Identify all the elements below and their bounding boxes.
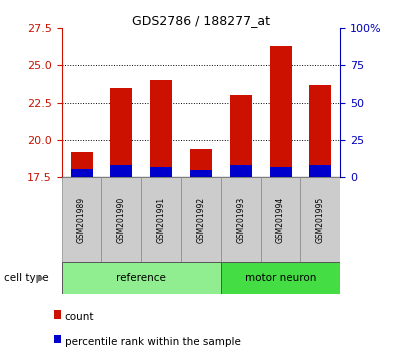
Title: GDS2786 / 188277_at: GDS2786 / 188277_at [132,14,270,27]
Text: cell type: cell type [4,273,49,283]
Text: GSM201995: GSM201995 [316,196,325,242]
Text: percentile rank within the sample: percentile rank within the sample [65,337,241,347]
Bar [230,95,252,177]
Bar [270,46,291,177]
Bar [150,80,172,177]
Bar [310,165,332,177]
Bar [150,167,172,177]
Bar [111,165,132,177]
Bar [71,169,92,177]
Bar [101,177,141,262]
Bar [62,177,101,262]
Bar [310,85,332,177]
Text: GSM201991: GSM201991 [157,196,166,242]
Bar [270,167,291,177]
Bar [261,177,300,262]
Text: GSM201993: GSM201993 [236,196,245,242]
Bar [300,177,340,262]
Text: GSM201990: GSM201990 [117,196,126,242]
Bar [221,177,261,262]
Bar [62,262,221,294]
Text: reference: reference [116,273,166,283]
Bar [190,149,212,177]
Bar [71,152,92,177]
Text: GSM201989: GSM201989 [77,196,86,242]
Bar [181,177,221,262]
Bar [230,165,252,177]
Text: GSM201994: GSM201994 [276,196,285,242]
Text: ▶: ▶ [37,273,45,283]
Bar [190,170,212,177]
Text: motor neuron: motor neuron [245,273,316,283]
Bar [111,88,132,177]
Text: GSM201992: GSM201992 [197,196,205,242]
Bar [221,262,340,294]
Bar [141,177,181,262]
Text: count: count [65,312,94,322]
